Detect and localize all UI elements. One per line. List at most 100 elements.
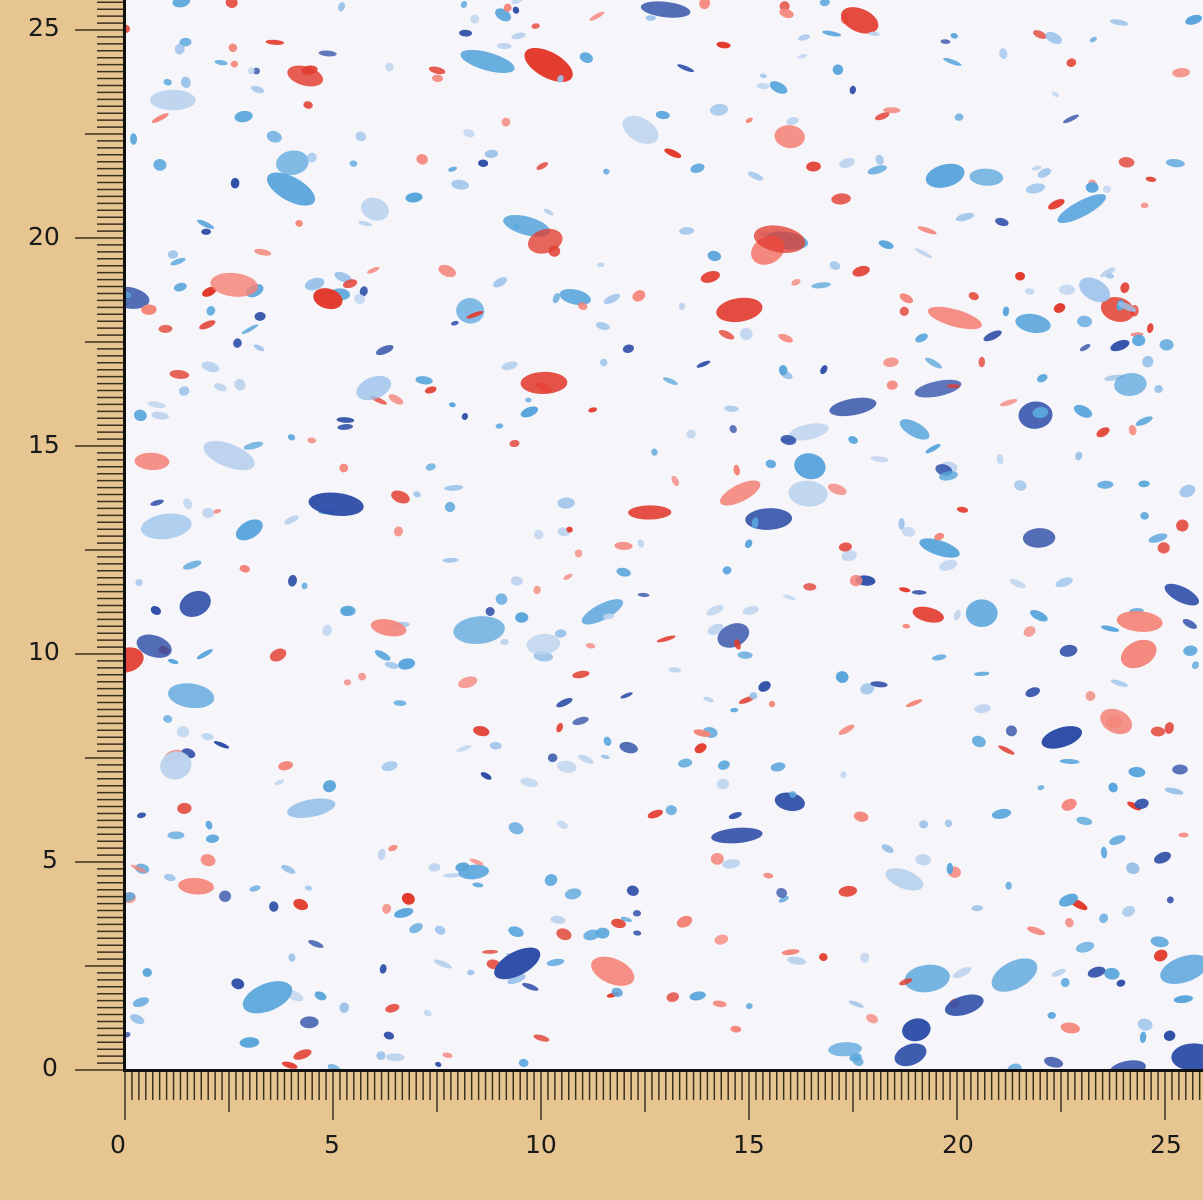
sea-creature-motif <box>206 305 216 316</box>
sea-creature-motif <box>915 248 932 259</box>
sea-creature-motif <box>751 517 759 529</box>
sea-creature-motif <box>944 994 984 1016</box>
sea-creature-motif <box>899 306 909 316</box>
sea-creature-motif <box>1031 165 1042 171</box>
sea-creature-motif <box>1171 1043 1203 1070</box>
sea-creature-motif <box>481 949 499 954</box>
sea-creature-motif <box>173 282 187 292</box>
sea-creature-motif <box>472 882 484 888</box>
sea-creature-motif <box>512 6 520 14</box>
sea-creature-motif <box>235 519 263 541</box>
sea-creature-motif <box>167 831 185 840</box>
sea-creature-motif <box>276 150 309 176</box>
sea-creature-motif <box>1059 758 1080 764</box>
ruler-bottom-label: 5 <box>324 1130 340 1159</box>
sea-creature-motif <box>699 0 711 10</box>
sea-creature-motif <box>393 700 407 706</box>
sea-creature-motif <box>829 261 841 270</box>
sea-creature-motif <box>600 754 610 760</box>
sea-creature-motif <box>557 75 564 83</box>
sea-creature-motif <box>444 501 456 513</box>
sea-creature-motif <box>520 777 539 788</box>
sea-creature-motif <box>265 39 285 45</box>
sea-creature-motif <box>932 654 947 661</box>
sea-creature-motif <box>1114 372 1147 396</box>
sea-creature-motif <box>769 81 788 94</box>
sea-creature-motif <box>971 905 984 912</box>
sea-creature-motif <box>588 407 598 413</box>
sea-creature-motif <box>940 39 951 44</box>
sea-creature-motif <box>1166 896 1174 904</box>
ruler-bottom-label: 0 <box>110 1130 126 1159</box>
sea-creature-motif <box>456 298 485 324</box>
sea-creature-motif <box>366 266 380 274</box>
sea-creature-motif <box>849 85 856 95</box>
sea-creature-motif <box>1172 764 1188 775</box>
sea-creature-motif <box>448 166 458 172</box>
sea-creature-motif <box>883 107 901 114</box>
sea-creature-motif <box>1183 645 1198 656</box>
sea-creature-motif <box>742 605 759 615</box>
sea-creature-motif <box>177 802 192 814</box>
sea-creature-motif <box>868 31 880 37</box>
sea-creature-motif <box>1172 67 1190 78</box>
sea-creature-motif <box>747 171 764 181</box>
sea-creature-motif <box>1150 726 1165 737</box>
sea-creature-motif <box>520 371 568 395</box>
sea-creature-motif <box>1140 202 1149 209</box>
sea-creature-motif <box>758 681 771 692</box>
sea-creature-motif <box>281 864 296 874</box>
sea-creature-motif <box>950 32 958 39</box>
sea-creature-motif <box>303 101 313 109</box>
sea-creature-motif <box>370 619 407 637</box>
ruler-left-label: 10 <box>28 637 60 666</box>
sea-creature-motif <box>415 376 433 385</box>
sea-creature-motif <box>375 345 394 356</box>
sea-creature-motif <box>783 594 796 600</box>
sea-creature-motif <box>894 1043 927 1067</box>
sea-creature-motif <box>178 386 190 396</box>
sea-creature-motif <box>943 57 962 66</box>
sea-creature-motif <box>853 811 869 822</box>
sea-creature-motif <box>160 751 192 780</box>
sea-creature-motif <box>423 1009 432 1017</box>
sea-creature-motif <box>513 224 520 230</box>
sea-creature-motif <box>202 507 214 519</box>
sea-creature-motif <box>416 154 428 165</box>
sea-creature-motif <box>533 585 541 595</box>
sea-creature-motif <box>765 459 777 469</box>
sea-creature-motif <box>442 557 459 563</box>
sea-creature-motif <box>559 288 591 306</box>
sea-creature-motif <box>620 916 633 923</box>
sea-creature-motif <box>467 969 475 976</box>
sea-creature-motif <box>239 1037 260 1048</box>
sea-creature-motif <box>819 953 828 962</box>
sea-creature-motif <box>678 758 693 768</box>
sea-creature-motif <box>1108 782 1118 793</box>
sea-creature-motif <box>912 606 944 623</box>
sea-creature-motif <box>822 30 842 37</box>
sea-creature-motif <box>934 532 945 541</box>
sea-creature-motif <box>547 753 558 763</box>
sea-creature-motif <box>716 41 731 49</box>
sea-creature-motif <box>1079 344 1091 352</box>
sea-creature-motif <box>803 583 817 591</box>
sea-creature-motif <box>679 227 695 235</box>
sea-creature-motif <box>374 650 391 661</box>
sea-creature-motif <box>1051 968 1066 977</box>
sea-creature-motif <box>304 277 325 291</box>
sea-creature-motif <box>200 854 216 867</box>
sea-creature-motif <box>269 648 287 662</box>
sea-creature-motif <box>478 159 489 167</box>
sea-creature-motif <box>287 798 336 818</box>
sea-creature-motif <box>556 722 563 733</box>
sea-creature-motif <box>749 692 758 700</box>
sea-creature-motif <box>234 110 253 123</box>
sea-creature-motif <box>1022 528 1056 548</box>
sea-creature-motif <box>169 370 190 379</box>
sea-creature-motif <box>955 212 975 222</box>
sea-creature-motif <box>425 463 436 471</box>
sea-creature-motif <box>577 302 588 311</box>
sea-creature-motif <box>142 968 152 977</box>
